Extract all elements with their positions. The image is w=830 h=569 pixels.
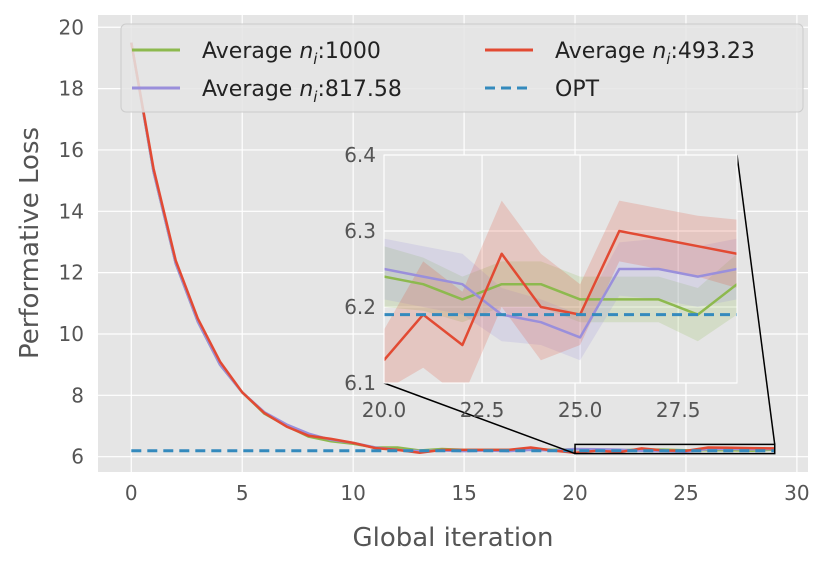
- y-tick-label: 12: [59, 261, 84, 285]
- inset-series-line: [384, 275, 737, 316]
- zoom-connector: [736, 154, 776, 445]
- y-axis-label: Performative Loss: [15, 127, 45, 359]
- inset-plot: 20.0 22.5 25.0 27.5 6.1 6.2 6.3 6.4: [344, 143, 738, 422]
- x-tick-label: 15: [451, 481, 476, 505]
- legend-label: OPT: [555, 77, 600, 102]
- inset-series-line: [384, 229, 737, 362]
- legend: Average ni:1000 Average ni:817.58 Average …: [120, 23, 804, 113]
- x-axis-label: Global iteration: [352, 523, 553, 553]
- y-tick-label: 8: [71, 383, 84, 407]
- x-tick-label: 0: [125, 481, 138, 505]
- y-tick-label: 14: [59, 199, 84, 223]
- y-tick-label: 20: [59, 15, 84, 39]
- inset-x-tick-label: 25.0: [558, 398, 603, 422]
- legend-label: Average ni:493.23: [555, 39, 755, 68]
- zoom-connector: [383, 382, 576, 455]
- x-tick-label: 30: [784, 481, 809, 505]
- inset-y-tick-label: 6.4: [344, 143, 376, 167]
- inset-x-tick-label: 27.5: [656, 398, 701, 422]
- inset-x-tick-label: 22.5: [460, 398, 505, 422]
- zoom-region-box: [574, 443, 776, 455]
- x-tick-label: 25: [673, 481, 698, 505]
- inset-series-line: [384, 267, 737, 339]
- inset-y-tick-label: 6.3: [344, 219, 376, 243]
- x-tick-label: 5: [236, 481, 249, 505]
- inset-x-tick-label: 20.0: [362, 398, 407, 422]
- legend-label: Average ni:817.58: [202, 77, 402, 106]
- y-tick-label: 6: [71, 445, 84, 469]
- legend-box: [120, 23, 804, 113]
- y-tick-label: 18: [59, 77, 84, 101]
- y-tick-label: 10: [59, 322, 84, 346]
- y-tick-label: 16: [59, 138, 84, 162]
- x-tick-label: 10: [340, 481, 365, 505]
- zoom-indicator: [383, 154, 776, 455]
- x-tick-label: 20: [562, 481, 587, 505]
- main-series-lines: [130, 42, 775, 454]
- inset-frame: [383, 154, 738, 384]
- confidence-band: [384, 246, 737, 342]
- inset-y-tick-label: 6.1: [344, 371, 376, 395]
- main-tick-labels: 0 5 10 15 20 25 30 6 8 10 12 14 16 18 20: [59, 15, 810, 505]
- inset-y-tick-label: 6.2: [344, 295, 376, 319]
- legend-label: Average ni:1000: [202, 39, 381, 68]
